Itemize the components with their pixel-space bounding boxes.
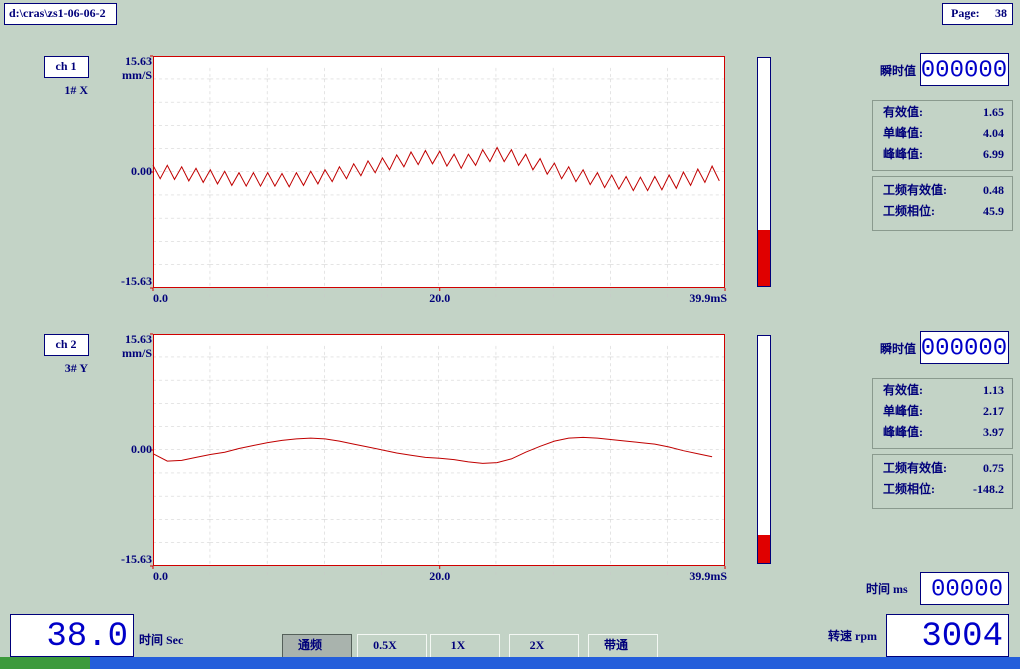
x-tick-label: 0.0 <box>153 569 168 583</box>
y-tick-label: -15.63 <box>121 274 152 288</box>
y-tick-label: 15.63 <box>125 332 152 346</box>
grid <box>153 343 725 575</box>
file-box <box>4 3 117 25</box>
stat-value: 1.65 <box>983 105 1004 119</box>
x-tick-label: 39.9mS <box>689 569 727 583</box>
instant-value: 000000 <box>921 57 1007 84</box>
power-label: 工频有效值: <box>883 182 947 197</box>
instant-value: 000000 <box>921 335 1007 362</box>
stat-value: 2.17 <box>983 404 1004 418</box>
power-box <box>872 454 1013 509</box>
page-number: 38 <box>995 6 1007 20</box>
sensor-label: 3# Y <box>65 361 89 375</box>
y-tick-label: 0.00 <box>131 442 152 456</box>
level-fill <box>758 535 770 563</box>
speed-value: 3004 <box>921 618 1003 656</box>
instant-label: 瞬时值 <box>880 341 916 356</box>
page-label: Page: <box>951 6 980 20</box>
stat-value: 1.13 <box>983 383 1004 397</box>
power-value: 0.75 <box>983 461 1004 475</box>
y-unit: mm/S <box>122 346 152 360</box>
instant-display <box>920 331 1009 364</box>
level-bar <box>757 57 771 287</box>
x-tick-label: 39.9mS <box>689 291 727 305</box>
power-label: 工频相位: <box>883 481 935 496</box>
mode-button-label[interactable]: 0.5X <box>373 638 397 652</box>
stat-value: 4.04 <box>983 126 1004 140</box>
stat-label: 峰峰值: <box>883 424 923 439</box>
time-ms-display <box>920 572 1009 605</box>
plot-border <box>153 334 725 566</box>
level-fill <box>758 230 770 286</box>
waveform <box>152 146 720 192</box>
mode-button-label[interactable]: 2X <box>530 638 545 652</box>
stat-value: 3.97 <box>983 425 1004 439</box>
stat-label: 有效值: <box>883 104 923 119</box>
start-button[interactable] <box>0 657 90 669</box>
sensor-label: 1# X <box>64 83 88 97</box>
power-value: 0.48 <box>983 183 1004 197</box>
time-sec-value: 38.0 <box>46 618 128 656</box>
time-ms-value: 00000 <box>931 576 1003 603</box>
stat-label: 有效值: <box>883 382 923 397</box>
time-ms-label: 时间 ms <box>866 581 908 596</box>
mode-button-label[interactable]: 通频 <box>298 637 322 652</box>
y-tick-label: 15.63 <box>125 54 152 68</box>
stat-label: 峰峰值: <box>883 146 923 161</box>
x-tick-label: 20.0 <box>429 291 450 305</box>
plot-border <box>153 56 725 288</box>
stat-label: 单峰值: <box>883 403 923 418</box>
y-unit: mm/S <box>122 68 152 82</box>
channel-name: ch 1 <box>56 59 77 73</box>
taskbar <box>0 657 1020 669</box>
instant-display <box>920 53 1009 86</box>
file-path: d:\cras\zs1-06-06-2 <box>9 6 106 20</box>
time-sec-display <box>10 614 134 657</box>
instant-label: 瞬时值 <box>880 63 916 78</box>
power-label: 工频有效值: <box>883 460 947 475</box>
stats-box <box>872 378 1013 449</box>
stat-label: 单峰值: <box>883 125 923 140</box>
power-value: -148.2 <box>973 482 1004 496</box>
mode-button-label[interactable]: 1X <box>451 638 466 652</box>
stats-box <box>872 100 1013 171</box>
power-value: 45.9 <box>983 204 1004 218</box>
x-tick-label: 20.0 <box>429 569 450 583</box>
speed-display <box>886 614 1009 657</box>
power-box <box>872 176 1013 231</box>
stat-value: 6.99 <box>983 147 1004 161</box>
power-label: 工频相位: <box>883 203 935 218</box>
channel-box <box>44 334 89 356</box>
page-box <box>942 3 1013 25</box>
y-tick-label: 0.00 <box>131 164 152 178</box>
y-tick-label: -15.63 <box>121 552 152 566</box>
grid <box>153 66 725 298</box>
time-sec-label: 时间 Sec <box>139 632 184 647</box>
speed-label: 转速 rpm <box>828 628 877 643</box>
level-bar <box>757 335 771 564</box>
channel-name: ch 2 <box>56 337 77 351</box>
channel-box <box>44 56 89 78</box>
waveform <box>152 436 713 464</box>
x-tick-label: 0.0 <box>153 291 168 305</box>
mode-button-label[interactable]: 带通 <box>604 637 628 652</box>
